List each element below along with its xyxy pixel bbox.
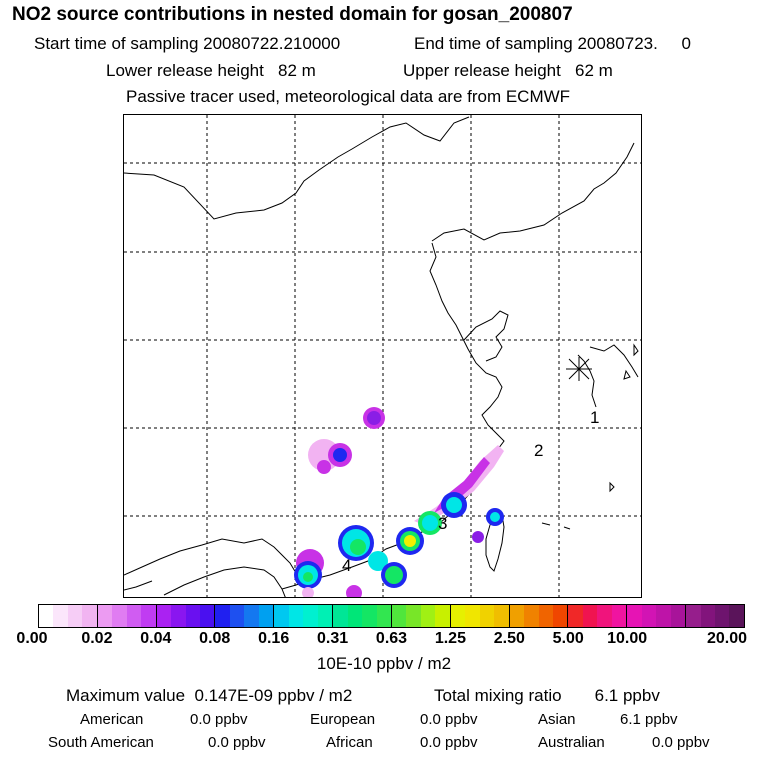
concentration-field [294,407,504,597]
region-label-american: American [80,711,144,728]
color-scale-tick-label: 1.25 [434,630,466,647]
station-marker-1: 1 [590,408,599,427]
region-label-african: African [326,734,373,751]
color-scale-tick-label: 5.00 [552,630,584,647]
color-scale-segment [39,605,98,627]
color-scale-segment [509,605,569,627]
color-scale-tick-label: 0.00 [16,630,48,647]
station-marker-2: 2 [534,441,543,460]
end-time-label: End time of sampling 20080723. 0 [414,34,691,53]
color-scale-unit: 10E-10 ppbv / m2 [316,654,452,673]
station-marker-3: 3 [438,514,447,533]
color-scale-tick-label: 0.04 [140,630,172,647]
region-value-asian: 6.1 ppbv [620,711,678,728]
color-scale-tick-label: 2.50 [493,630,525,647]
region-value-african: 0.0 ppbv [420,734,478,751]
color-scale-ticks: 0.00 0.02 0.04 0.08 0.16 0.31 0.63 1.25 2.50 5.00… [0,630,768,652]
color-scale-segment [333,605,392,627]
color-scale-segment [97,605,157,627]
map-canvas: 1 2 3 4 [124,115,641,597]
color-scale-segment [686,605,744,627]
tracer-note: Passive tracer used, meteorological data… [126,87,571,106]
region-value-south-american: 0.0 ppbv [208,734,266,751]
color-scale-tick-label: 0.16 [258,630,290,647]
upper-release-height: Upper release height 62 m [403,61,613,80]
region-label-asian: Asian [538,711,576,728]
station-asterisk-icon [566,357,592,381]
region-value-european: 0.0 ppbv [420,711,478,728]
region-value-american: 0.0 ppbv [190,711,248,728]
region-value-australian: 0.0 ppbv [652,734,710,751]
map-panel: 1 2 3 4 [123,114,642,598]
color-scale-segment [274,605,334,627]
color-scale-segment [450,605,510,627]
color-scale-tick-label: 0.08 [199,630,231,647]
color-scale-segment [627,605,687,627]
start-time-label: Start time of sampling 20080722.210000 [34,34,341,53]
color-scale-segment [391,605,451,627]
color-scale-segment [215,605,275,627]
maximum-value: Maximum value 0.147E-09 ppbv / m2 [66,686,353,705]
page-title: NO2 source contributions in nested domai… [12,4,573,25]
region-label-european: European [310,711,376,728]
region-label-australian: Australian [538,734,605,751]
coastlines [124,116,639,597]
color-scale-tick-label: 20.00 [706,630,748,647]
lower-release-height: Lower release height 82 m [106,61,316,80]
color-scale-tick-label: 0.02 [81,630,113,647]
region-label-south-american: South American [48,734,154,751]
color-scale-tick-label: 0.63 [375,630,408,647]
color-scale-segment [568,605,628,627]
station-marker-4: 4 [342,556,351,575]
color-scale-tick-label: 0.31 [317,630,349,647]
color-scale-tick-label: 10.00 [607,630,648,647]
lat-lon-grid [124,115,641,597]
total-mixing-ratio: Total mixing ratio 6.1 ppbv [434,686,660,705]
color-scale-segment [156,605,216,627]
color-scale-bar [38,604,745,628]
